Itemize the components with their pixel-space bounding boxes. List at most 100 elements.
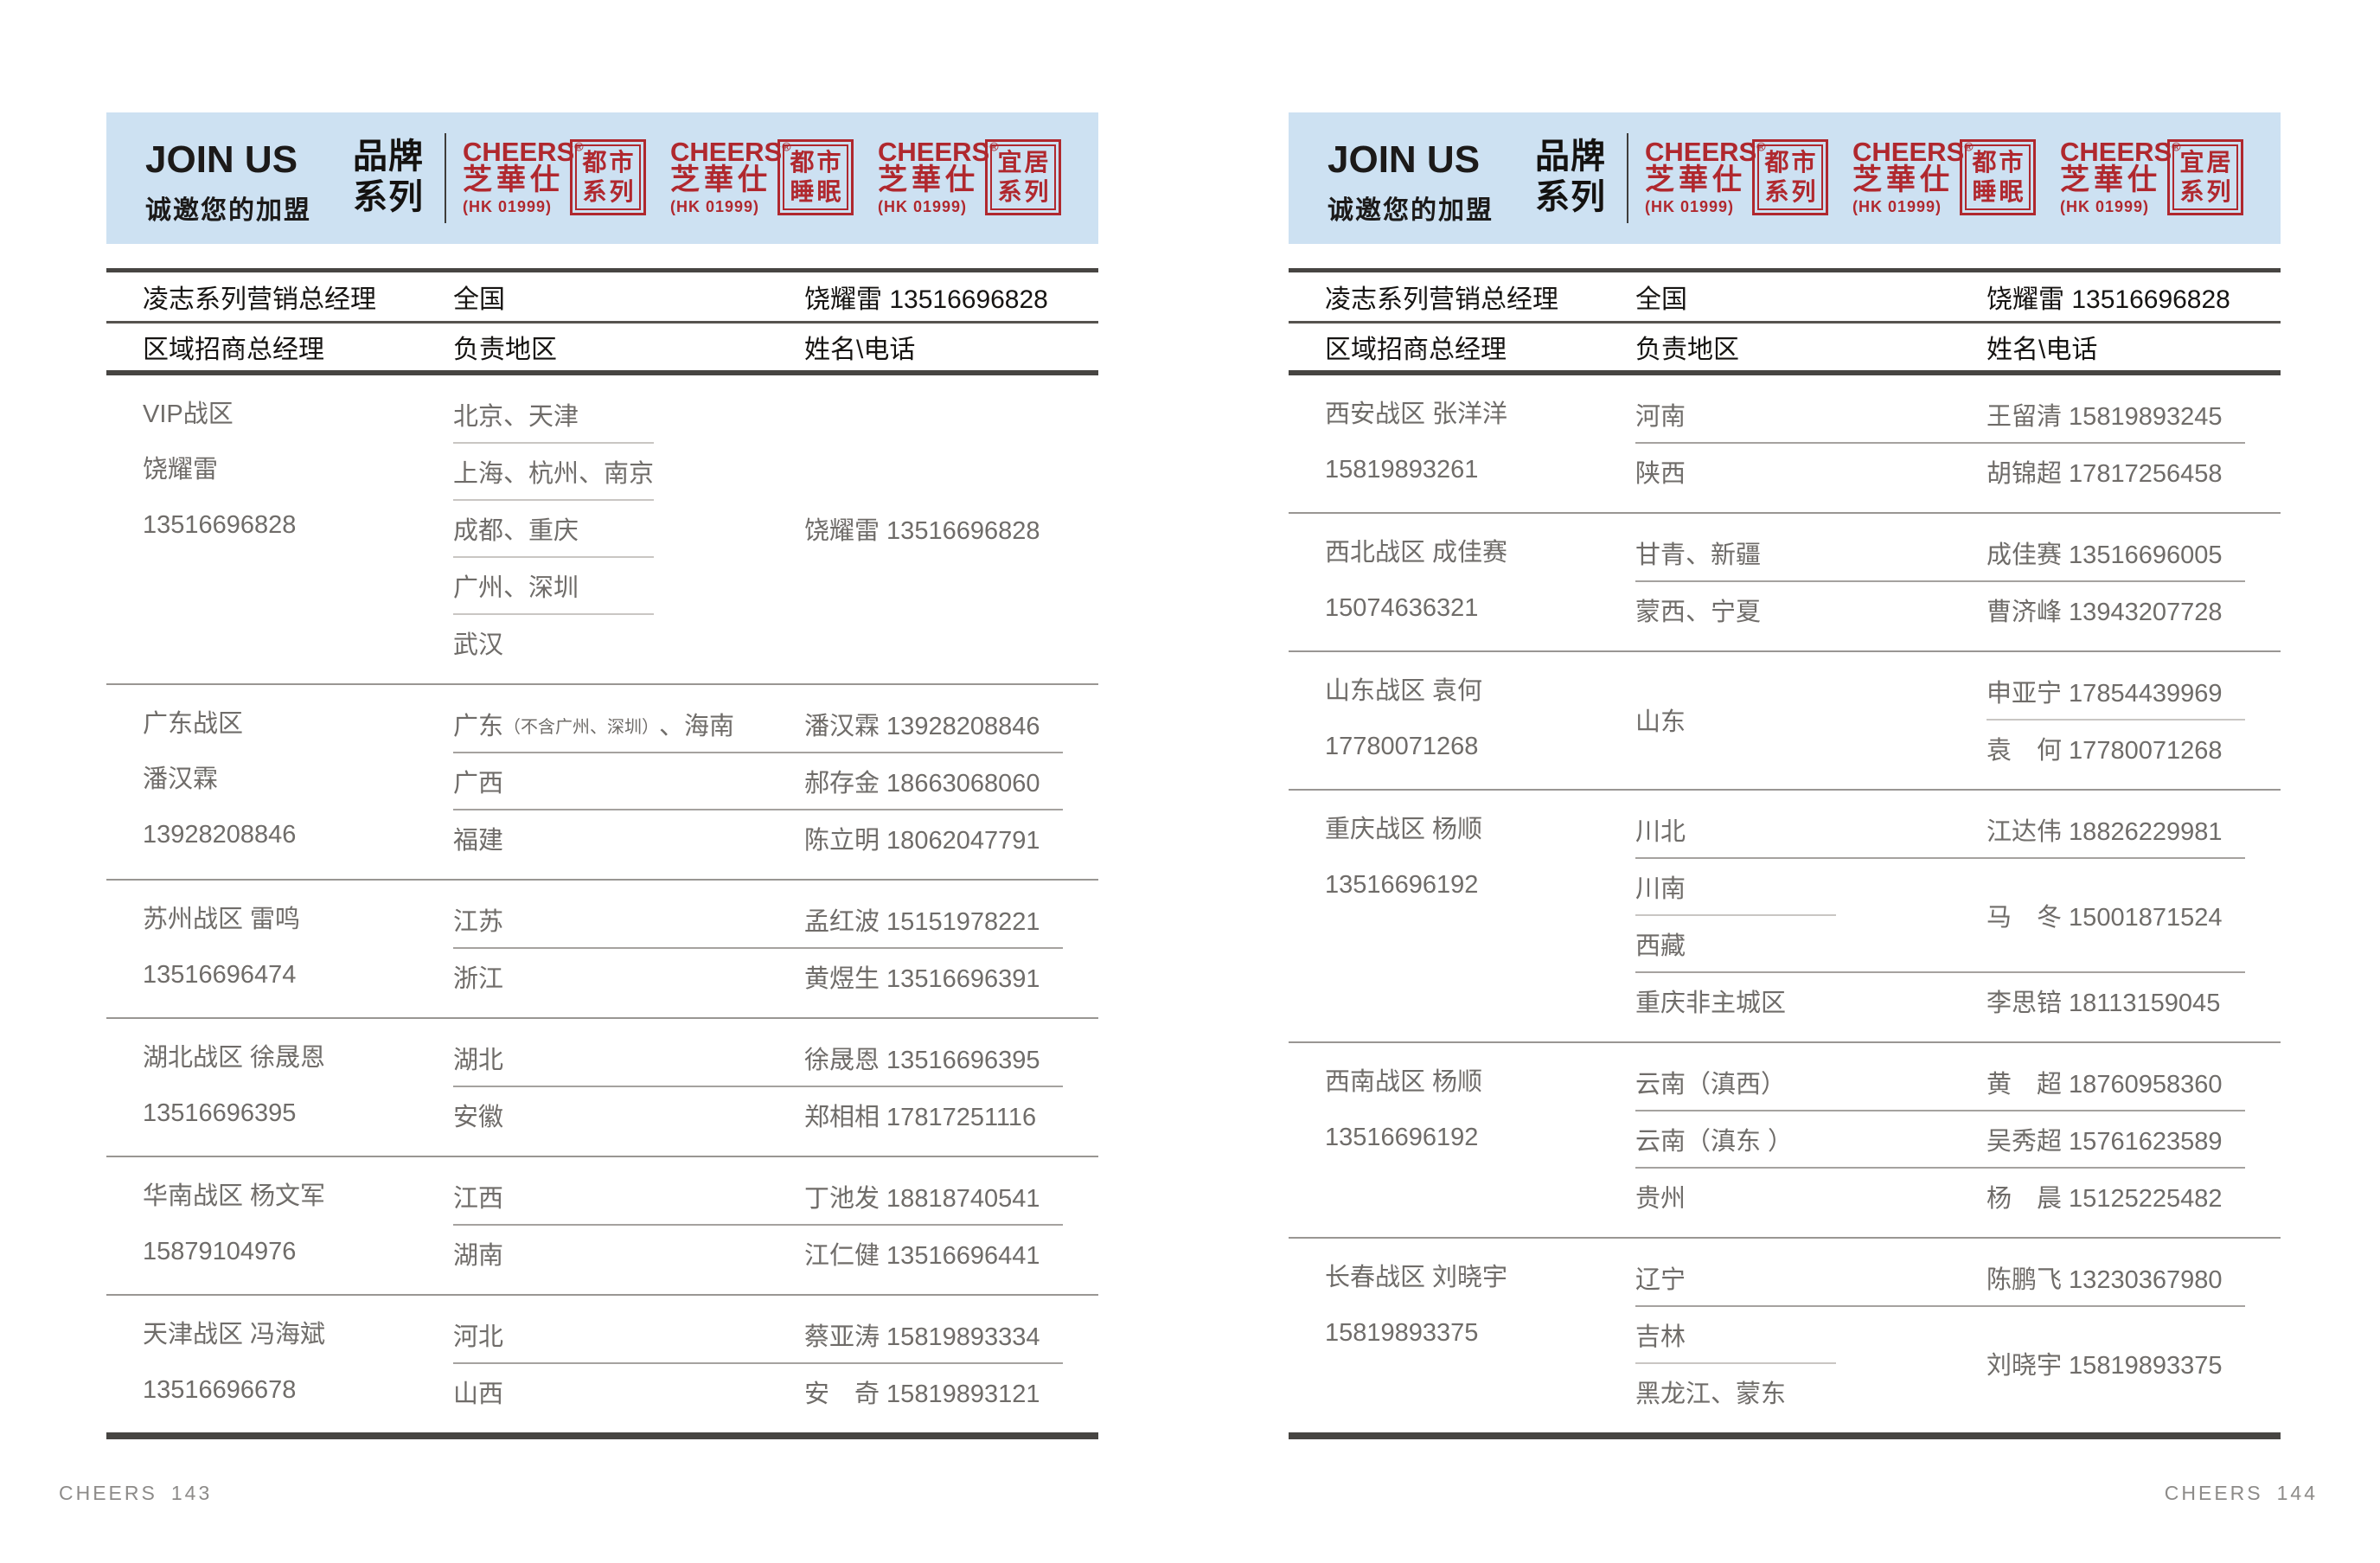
block-separator <box>1635 857 2245 859</box>
contacts-column: 郝存金 18663068060 <box>804 753 1098 809</box>
war-zone-row: 西北战区 成佳赛 15074636321 甘青、新疆 成佳赛 13516696005 蒙… <box>1289 514 2281 652</box>
cheers-logo-text: CHEERS® 芝華仕 (HK 01999) <box>463 138 584 216</box>
contacts-column: 蔡亚涛 15819893334 <box>804 1307 1098 1362</box>
region-cell: 山东 <box>1635 708 1686 736</box>
stock-code: (HK 01999) <box>2060 197 2150 215</box>
cheers-logo: CHEERS® 芝華仕 (HK 01999) 都市 系列 <box>463 138 646 216</box>
region-contact-block: 北京、天津 上海、杭州、南京 成都、重庆 广州、深圳 武汉 饶耀雷 13516696828 <box>453 387 1098 670</box>
zone-manager-info: 重庆战区 杨顺 13516696192 <box>1289 802 1635 1028</box>
contact-cell: 潘汉霖 13928208846 <box>804 713 1040 740</box>
brand-logos: CHEERS® 芝華仕 (HK 01999) 都市 系列 CHEERS® 芝華仕 (HK 01… <box>1645 138 2243 216</box>
zone-manager-info: 广东战区 潘汉霖 13928208846 <box>106 696 453 866</box>
cheers-logo: CHEERS® 芝華仕 (HK 01999) 都市 睡眠 <box>1852 138 2036 216</box>
zone-region-blocks: 云南（滇西） 黄 超 18760958360 云南（滇东 ） 吴秀超 15761623… <box>1635 1054 2281 1224</box>
zone-manager-line: 15879104976 <box>143 1238 297 1265</box>
series-stamp-line1: 宜居 <box>997 149 1052 176</box>
zone-region-blocks: 湖北 徐晟恩 13516696395 安徽 郑相相 17817251116 <box>453 1030 1098 1143</box>
national-manager-row: 凌志系列营销总经理 全国 饶耀雷 13516696828 <box>1289 272 2281 323</box>
brand-series-line2: 系列 <box>353 178 424 216</box>
region-cell: 浙江 <box>453 965 504 993</box>
war-zone-row: 西安战区 张洋洋 15819893261 河南 王留清 15819893245 陕西 胡锦… <box>1289 375 2281 514</box>
registered-mark-icon: ® <box>574 139 584 154</box>
regions-column: 福建 <box>453 810 804 866</box>
brand-series-line1: 品牌 <box>353 138 424 176</box>
war-zone-row: 西南战区 杨顺 13516696192 云南（滇西）黄 超 18760958360 云… <box>1289 1043 2281 1239</box>
block-separator <box>453 1086 1063 1087</box>
region-text-segment: 广东 <box>453 713 504 740</box>
regions-column: 江苏 <box>453 892 804 947</box>
region-cell: 广西 <box>453 770 504 798</box>
join-us-title: JOIN US <box>145 138 298 181</box>
zone-manager-line: 15074636321 <box>1325 594 1479 622</box>
page-footer: CHEERS 144 <box>2165 1482 2318 1505</box>
war-zone-row: 苏州战区 雷鸣 13516696474 江苏 孟红波 15151978221 浙江 黄煜生… <box>106 881 1098 1019</box>
zone-region-blocks: 江苏 孟红波 15151978221 浙江 黄煜生 13516696391 <box>453 892 1098 1004</box>
zone-region-blocks: 山东 申亚宁 17854439969 袁 何 17780071268 <box>1635 663 2281 776</box>
region-cell: 云南（滇东 ） <box>1635 1128 1794 1156</box>
region-separator <box>453 556 654 558</box>
contact-cell: 江达伟 18826229981 <box>1987 818 2223 846</box>
series-stamp-line1: 都市 <box>1764 149 1819 176</box>
block-separator <box>453 752 1063 753</box>
block-separator <box>1635 580 2245 582</box>
regions-column: 陕西 <box>1635 444 1987 499</box>
zone-manager-line: 华南战区 杨文军 <box>143 1182 326 1210</box>
page-144: JOIN US 诚邀您的加盟 品牌 系列 CHEERS® 芝華仕 (HK 01999) 都市系… <box>1289 0 2281 1563</box>
brand-series-line2: 系列 <box>1535 178 1606 216</box>
col-header-regional-manager: 区域招商总经理 <box>1325 336 1507 364</box>
region-cell: 甘青、新疆 <box>1635 541 1762 569</box>
series-stamp-line1: 都市 <box>790 149 844 176</box>
stock-code: (HK 01999) <box>670 197 760 215</box>
war-zone-row: 长春战区 刘晓宇 15819893375 辽宁 陈鹏飞 13230367980 吉林 黑龙… <box>1289 1239 2281 1439</box>
series-stamp-line1: 都市 <box>1972 149 2026 176</box>
zone-manager-line: 西安战区 张洋洋 <box>1325 400 1508 428</box>
contact-cell: 黄煜生 13516696391 <box>804 965 1040 993</box>
contacts-column: 陈鹏飞 13230367980 <box>1987 1250 2281 1305</box>
region-contact-block: 云南（滇东 ） 吴秀超 15761623589 <box>1635 1111 2281 1167</box>
footer-page-number: 143 <box>170 1482 213 1504</box>
page-footer: CHEERS 143 <box>59 1482 212 1505</box>
region-separator <box>1635 1362 1836 1364</box>
dealer-table: 凌志系列营销总经理 全国 饶耀雷 13516696828 区域招商总经理 负责地区 姓名\… <box>1289 268 2281 1439</box>
region-contact-block: 吉林 黑龙江、蒙东 刘晓宇 15819893375 <box>1635 1307 2281 1419</box>
block-separator <box>453 1224 1063 1226</box>
region-contact-block: 辽宁 陈鹏飞 13230367980 <box>1635 1250 2281 1305</box>
series-stamp-line2: 睡眠 <box>1972 177 2026 205</box>
regions-column: 云南（滇东 ） <box>1635 1111 1987 1167</box>
zone-manager-line: 13928208846 <box>143 821 297 849</box>
cheers-brand-name: CHEERS <box>670 137 783 167</box>
cheers-logo-text: CHEERS® 芝華仕 (HK 01999) <box>2060 138 2181 216</box>
cheers-logo: CHEERS® 芝華仕 (HK 01999) 都市 系列 <box>1645 138 1828 216</box>
block-separator <box>1635 1110 2245 1111</box>
contacts-column: 吴秀超 15761623589 <box>1987 1111 2281 1167</box>
zone-manager-line: 苏州战区 雷鸣 <box>143 906 301 933</box>
contacts-column: 马 冬 15001871524 <box>1987 859 2281 971</box>
regions-column: 湖北 <box>453 1030 804 1086</box>
cheers-wordmark: CHEERS® <box>1645 138 1766 165</box>
region-separator <box>453 442 654 444</box>
national-scope: 全国 <box>1635 285 1687 314</box>
war-zone-row: 天津战区 冯海斌 13516696678 河北 蔡亚涛 15819893334 山西 安 … <box>106 1296 1098 1439</box>
join-us-subtitle: 诚邀您的加盟 <box>145 196 311 225</box>
region-cell: 成都、重庆 <box>453 517 579 545</box>
zone-manager-info: 长春战区 刘晓宇 15819893375 <box>1289 1250 1635 1419</box>
series-stamp-text: 都市 睡眠 <box>1965 144 2031 210</box>
join-us-title: JOIN US <box>1328 138 1481 181</box>
vertical-divider <box>1627 133 1628 223</box>
stock-code: (HK 01999) <box>1852 197 1942 215</box>
zone-manager-line: 西北战区 成佳赛 <box>1325 539 1508 567</box>
national-manager-title: 凌志系列营销总经理 <box>1325 285 1558 314</box>
region-cell: 陕西 <box>1635 460 1686 488</box>
region-contact-block: 陕西 胡锦超 17817256458 <box>1635 444 2281 499</box>
contact-cell: 杨 晨 15125225482 <box>1987 1185 2223 1213</box>
region-cell: 吉林 <box>1635 1323 1686 1351</box>
region-text-segment: （不含广州、深圳） <box>503 717 660 737</box>
region-contact-block: 江西 丁池发 18818740541 <box>453 1169 1098 1224</box>
region-cell: 江西 <box>453 1185 504 1213</box>
regions-column: 川北 <box>1635 802 1987 857</box>
regions-column: 广东 （不含广州、深圳） 、海南 <box>453 696 804 752</box>
regions-column: 山东 <box>1635 663 1987 776</box>
contacts-column: 陈立明 18062047791 <box>804 810 1098 866</box>
brand-header-band: JOIN US 诚邀您的加盟 品牌 系列 CHEERS® 芝華仕 (HK 01999) 都市系… <box>106 112 1098 244</box>
zone-manager-line: 长春战区 刘晓宇 <box>1325 1264 1508 1291</box>
